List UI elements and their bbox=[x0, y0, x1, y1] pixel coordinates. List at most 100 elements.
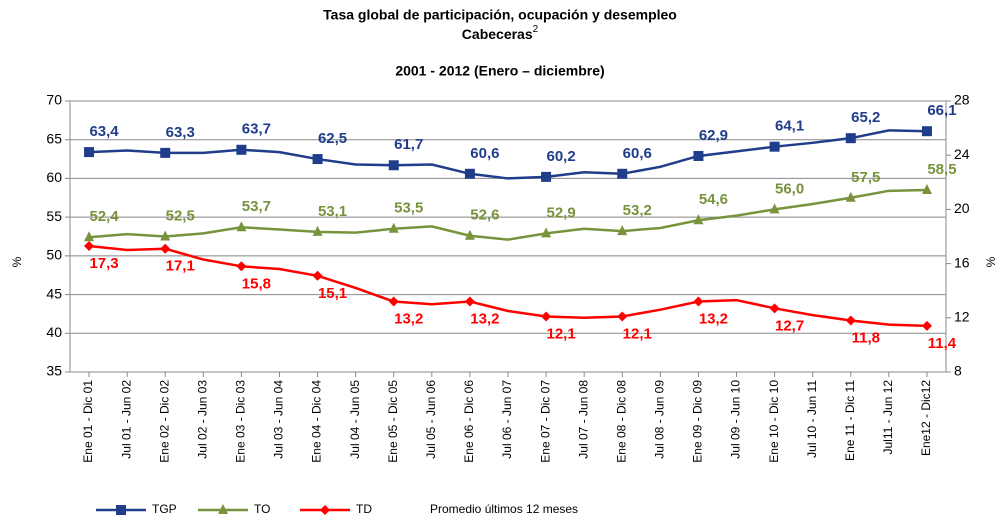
marker bbox=[617, 225, 628, 236]
legend-marker bbox=[218, 504, 228, 514]
marker bbox=[84, 240, 95, 251]
x-tick-label: Ene 02 - Dic 02 bbox=[157, 380, 171, 463]
legend-marker bbox=[116, 505, 126, 515]
data-label: 57,5 bbox=[851, 169, 880, 186]
marker bbox=[921, 126, 932, 137]
data-label: 60,6 bbox=[470, 145, 499, 162]
x-tick-label: Jul11 - Jun 12 bbox=[881, 380, 895, 455]
marker bbox=[388, 160, 399, 171]
x-tick-label: Jul 09 - Jun 10 bbox=[729, 380, 743, 459]
x-tick-label: Ene 11 - Dic 11 bbox=[843, 380, 857, 461]
x-tick-label: Jul 02 - Jun 03 bbox=[195, 380, 209, 459]
marker bbox=[464, 168, 475, 179]
x-tick-label: Ene 08 - Dic 08 bbox=[614, 380, 628, 463]
y-tick-label: 55 bbox=[46, 208, 62, 224]
legend-marker bbox=[320, 505, 330, 515]
data-label: 56,0 bbox=[775, 180, 804, 197]
marker bbox=[160, 230, 171, 241]
data-label: 15,8 bbox=[242, 275, 271, 292]
y2-axis-label: % bbox=[984, 256, 998, 267]
marker bbox=[312, 225, 323, 236]
marker bbox=[617, 168, 628, 179]
data-label: 53,1 bbox=[318, 203, 347, 220]
marker bbox=[541, 311, 552, 322]
marker bbox=[160, 147, 171, 158]
marker bbox=[464, 229, 475, 240]
legend-label: TO bbox=[254, 502, 270, 516]
x-tick-label: Jul 04 - Jun 05 bbox=[348, 380, 362, 459]
marker bbox=[921, 320, 932, 331]
y-tick-label: 40 bbox=[46, 324, 62, 340]
series-line bbox=[88, 244, 928, 328]
marker bbox=[236, 261, 247, 272]
marker bbox=[388, 296, 399, 307]
marker bbox=[160, 243, 171, 254]
x-tick-label: Jul 07 - Jun 08 bbox=[576, 380, 590, 459]
chart-subtitle: Cabeceras2 bbox=[462, 24, 539, 42]
chart-title: Tasa global de participación, ocupación … bbox=[323, 7, 677, 23]
data-label: 62,9 bbox=[699, 127, 728, 144]
data-label: 11,8 bbox=[852, 329, 880, 346]
data-label: 63,7 bbox=[242, 121, 271, 138]
marker bbox=[84, 231, 95, 242]
subtitle-note: 2 bbox=[533, 24, 539, 35]
y2-tick-label: 28 bbox=[954, 92, 970, 108]
data-label: 12,7 bbox=[775, 317, 804, 334]
y2-tick-label: 12 bbox=[954, 309, 970, 325]
y2-tick-label: 20 bbox=[954, 200, 970, 216]
data-label: 58,5 bbox=[927, 161, 956, 178]
marker bbox=[236, 144, 247, 155]
data-label: 63,4 bbox=[89, 123, 119, 140]
marker bbox=[388, 222, 399, 233]
marker bbox=[693, 150, 704, 161]
y2-tick-label: 8 bbox=[954, 363, 962, 379]
series-line bbox=[88, 129, 927, 180]
marker bbox=[464, 296, 475, 307]
marker bbox=[312, 154, 323, 165]
data-label: 52,9 bbox=[546, 204, 575, 221]
x-tick-label: Ene 03 - Dic 03 bbox=[234, 380, 248, 463]
marker bbox=[921, 184, 932, 195]
data-label: 52,6 bbox=[470, 207, 499, 224]
data-label: 13,2 bbox=[394, 311, 423, 328]
data-label: 65,2 bbox=[851, 109, 880, 126]
data-label: 53,5 bbox=[394, 200, 423, 217]
x-tick-label: Jul 10 - Jun 11 bbox=[805, 380, 819, 458]
data-label: 52,4 bbox=[89, 208, 119, 225]
data-label: 12,1 bbox=[546, 325, 575, 342]
marker bbox=[845, 315, 856, 326]
subtitle-text: Cabeceras bbox=[462, 26, 533, 42]
x-tick-label: Jul 08 - Jun 09 bbox=[653, 380, 667, 459]
x-tick-label: Ene12 - Dic12 bbox=[919, 380, 933, 456]
data-label: 52,5 bbox=[166, 207, 195, 224]
legend-label: TD bbox=[356, 502, 372, 516]
x-tick-label: Jul 01 - Jun 02 bbox=[119, 380, 133, 459]
y-axis-label: % bbox=[10, 256, 24, 267]
x-tick-label: Jul 03 - Jun 04 bbox=[272, 380, 286, 459]
marker bbox=[541, 171, 552, 182]
series-line bbox=[88, 188, 927, 241]
y-tick-label: 50 bbox=[46, 247, 62, 263]
x-tick-label: Ene 04 - Dic 04 bbox=[310, 380, 324, 463]
marker bbox=[236, 221, 247, 232]
y-tick-label: 70 bbox=[46, 92, 62, 108]
y2-tick-label: 24 bbox=[954, 146, 970, 162]
x-tick-label: Ene 10 - Dic 10 bbox=[767, 380, 781, 463]
marker bbox=[769, 141, 780, 152]
marker bbox=[541, 227, 552, 238]
data-label: 60,2 bbox=[546, 148, 575, 165]
marker bbox=[769, 303, 780, 314]
data-label: 61,7 bbox=[394, 136, 423, 153]
data-label: 53,2 bbox=[623, 202, 652, 219]
data-label: 17,1 bbox=[166, 258, 195, 275]
marker bbox=[693, 214, 704, 225]
y-tick-label: 60 bbox=[46, 169, 62, 185]
data-label: 63,3 bbox=[166, 124, 195, 141]
x-tick-label: Ene 06 - Dic 06 bbox=[462, 380, 476, 463]
data-label: 64,1 bbox=[775, 118, 804, 135]
y2-tick-label: 16 bbox=[954, 254, 970, 270]
data-label: 15,1 bbox=[318, 285, 347, 302]
x-tick-label: Ene 09 - Dic 09 bbox=[691, 380, 705, 463]
marker bbox=[845, 133, 856, 144]
